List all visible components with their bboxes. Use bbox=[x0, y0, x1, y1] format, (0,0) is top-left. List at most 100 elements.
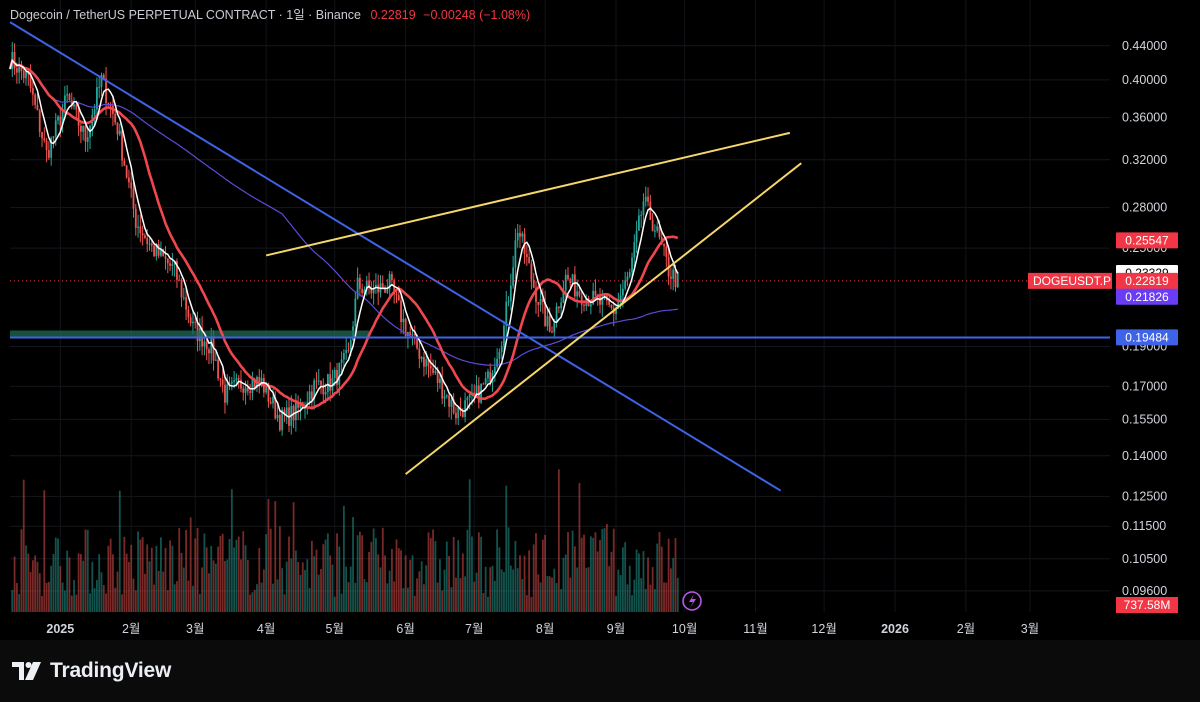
volume-bar bbox=[551, 577, 553, 612]
candle-body bbox=[381, 283, 384, 289]
price-tag-label: 0.21826 bbox=[1125, 290, 1169, 304]
candle-body bbox=[349, 340, 352, 351]
candle-body bbox=[105, 78, 107, 104]
candle-body bbox=[676, 272, 679, 288]
volume-bar bbox=[599, 540, 601, 612]
volume-bar bbox=[519, 555, 521, 612]
volume-bar bbox=[79, 554, 82, 612]
volume-bar bbox=[455, 577, 457, 612]
candle-body bbox=[326, 374, 329, 393]
volume-bar bbox=[219, 536, 222, 612]
candle-body bbox=[631, 257, 633, 273]
volume-bar bbox=[347, 582, 350, 612]
volume-bar bbox=[407, 587, 409, 612]
volume-bar bbox=[427, 532, 430, 612]
candle-body bbox=[468, 394, 471, 398]
volume-bar bbox=[418, 571, 421, 612]
volume-bar bbox=[541, 539, 544, 612]
candle-body bbox=[532, 279, 535, 288]
candle-body bbox=[423, 357, 425, 367]
candle-body bbox=[41, 131, 43, 139]
volume-bar bbox=[432, 529, 434, 612]
volume-bar bbox=[583, 534, 585, 612]
candle-body bbox=[375, 284, 377, 289]
candle-body bbox=[615, 307, 617, 314]
candle-body bbox=[509, 285, 512, 302]
candle-body bbox=[411, 334, 414, 336]
candle-body bbox=[340, 359, 343, 363]
volume-bar bbox=[34, 555, 37, 612]
price-axis[interactable]: 0.440000.400000.360000.320000.280000.250… bbox=[1122, 39, 1167, 598]
candle-body bbox=[47, 150, 50, 158]
candle-body bbox=[466, 397, 469, 401]
candle-body bbox=[258, 376, 261, 383]
candle-body bbox=[194, 321, 197, 323]
candle-body bbox=[583, 304, 585, 306]
candle-body bbox=[354, 298, 357, 327]
volume-bar bbox=[50, 565, 53, 612]
candle-body bbox=[217, 359, 220, 379]
volume-bar bbox=[262, 569, 265, 612]
volume-bar bbox=[388, 570, 391, 612]
volume-bar bbox=[423, 584, 425, 612]
volume-bar bbox=[134, 590, 137, 612]
volume-bar bbox=[482, 593, 485, 612]
candle-body bbox=[388, 274, 391, 290]
volume-label-bg bbox=[1116, 597, 1178, 613]
price-chart[interactable]: 0.440000.400000.360000.320000.280000.250… bbox=[0, 0, 1200, 640]
chart-extras: DOGEUSDT.P 737.58M bbox=[682, 272, 1178, 613]
volume-bar bbox=[672, 558, 675, 612]
volume-bar bbox=[514, 541, 517, 612]
symbol-label: DOGEUSDT.P bbox=[1033, 274, 1111, 288]
candle-body bbox=[169, 263, 171, 266]
chart-area[interactable]: 0.440000.400000.360000.320000.280000.250… bbox=[0, 0, 1200, 640]
volume-bar bbox=[260, 582, 263, 612]
volume-bar bbox=[208, 573, 210, 612]
candle-body bbox=[219, 378, 222, 380]
time-axis[interactable]: 2025 2월 3월 4월 5월 6월 7월 8월 9월 10월 11월 12월 2026 2월 3월 bbox=[46, 622, 1039, 636]
candle-body bbox=[525, 254, 528, 258]
time-tick: 3월 bbox=[1021, 622, 1039, 636]
volume-bar bbox=[178, 528, 181, 612]
volume-bar bbox=[139, 539, 142, 612]
volume-bar bbox=[251, 592, 254, 612]
volume-bar bbox=[61, 582, 64, 612]
volume-bar bbox=[148, 561, 151, 612]
volume-bar bbox=[578, 483, 581, 612]
volume-bar bbox=[368, 552, 370, 612]
candle-body bbox=[185, 297, 187, 310]
volume-bar bbox=[585, 567, 588, 612]
candle-body bbox=[644, 196, 647, 202]
volume-bar bbox=[651, 567, 654, 612]
volume-bar bbox=[544, 534, 547, 612]
volume-bar bbox=[235, 539, 238, 612]
candle-body bbox=[164, 256, 167, 259]
trendline bbox=[265, 131, 791, 257]
volume-bar bbox=[665, 582, 668, 612]
candle-body bbox=[214, 359, 217, 361]
candle-body bbox=[651, 219, 654, 232]
candle-body bbox=[240, 379, 242, 389]
candle-body bbox=[29, 74, 32, 89]
volume-bar bbox=[244, 545, 247, 612]
candle-body bbox=[562, 290, 565, 303]
volume-bar bbox=[461, 553, 464, 612]
symbol-label-bg bbox=[1028, 272, 1112, 289]
volume-bar bbox=[395, 539, 398, 612]
volume-bar bbox=[281, 568, 284, 612]
candle-body bbox=[329, 374, 332, 391]
volume-bar bbox=[121, 594, 123, 612]
time-tick: 11월 bbox=[743, 622, 767, 636]
candle-body bbox=[363, 290, 366, 294]
alert-icon[interactable] bbox=[682, 591, 702, 611]
trendlines[interactable] bbox=[9, 21, 1110, 492]
volume-bar bbox=[411, 555, 414, 612]
candle-body bbox=[123, 160, 126, 166]
volume-bar bbox=[128, 561, 130, 612]
candle-body bbox=[356, 277, 359, 299]
volume-bar bbox=[535, 533, 537, 612]
candle-body bbox=[448, 395, 450, 407]
candle-body bbox=[308, 391, 311, 403]
tradingview-logo[interactable]: TradingView bbox=[12, 659, 171, 683]
price-tick: 0.09600 bbox=[1122, 584, 1167, 598]
